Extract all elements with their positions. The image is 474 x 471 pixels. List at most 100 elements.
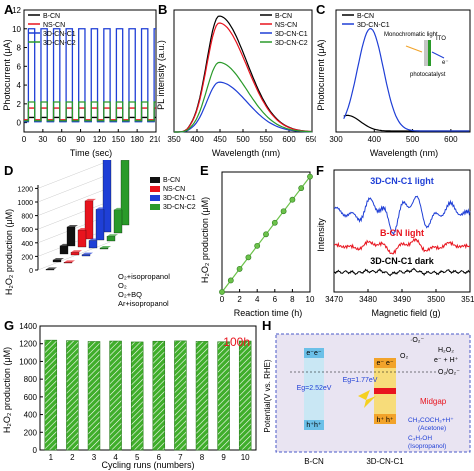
chart-c-inset-catalyst-label: photocatalyst xyxy=(410,72,446,78)
chart-a-xtick-label: 150 xyxy=(112,135,126,144)
chart-b-xtick-label: 600 xyxy=(282,135,296,144)
chart-d-bar-top xyxy=(107,234,118,237)
chart-b-xlabel: Wavelength (nm) xyxy=(212,148,280,158)
chart-g-category-label: 8 xyxy=(200,453,205,462)
c1-holes: h⁺ h⁺ xyxy=(376,417,393,424)
chart-d-gridline xyxy=(37,160,111,189)
chart-e-xtick-label: 0 xyxy=(220,295,225,304)
bcn-electrons: e⁻e⁻ xyxy=(306,350,321,357)
chart-d-bar xyxy=(113,209,123,234)
chart-g-category-label: 4 xyxy=(113,453,118,462)
chart-b-xtick-label: 550 xyxy=(259,135,273,144)
chart-g-ytick-label: 400 xyxy=(24,411,38,420)
chart-d: H₂O₂ production (μM) 0 200 400 600 800 1000 12… xyxy=(4,160,196,308)
chart-g-category-label: 1 xyxy=(49,453,54,462)
chart-b-xtick-label: 400 xyxy=(190,135,204,144)
chart-d-bar xyxy=(88,240,98,249)
chart-a-ylabel: Photocurrent (μA) xyxy=(2,39,12,110)
chart-d-gridline xyxy=(37,241,111,271)
chart-g-ytick-label: 800 xyxy=(24,375,38,384)
chart-d-ylabel: H₂O₂ production (μM) xyxy=(4,209,14,295)
chart-a-ytick-label: 10 xyxy=(12,25,21,34)
c1-midgap xyxy=(374,388,396,394)
chart-a-ytick-label: 8 xyxy=(17,44,22,53)
chart-f-ylabel: Intensity xyxy=(316,218,326,252)
chart-f-xlabel: Magnetic field (g) xyxy=(371,308,440,318)
chart-g-category-label: 2 xyxy=(70,453,75,462)
chart-g-xlabel: Cycling runs (numbers) xyxy=(101,460,194,470)
chart-d-ztick-label: 200 xyxy=(21,254,33,261)
c1-conduction-band xyxy=(374,358,396,368)
chart-c-series-line xyxy=(343,28,470,132)
h2o2-label: H₂O₂ xyxy=(438,347,454,354)
chart-e-point xyxy=(307,173,313,180)
chart-g-bar xyxy=(44,339,58,451)
chart-d-bar-top xyxy=(114,207,125,210)
chart-d-bar-top xyxy=(85,198,96,201)
chart-e-point xyxy=(236,266,243,272)
chart-a-xtick-label: 120 xyxy=(93,135,107,144)
chart-g-ytick-label: 600 xyxy=(24,393,38,402)
chart-b-legend-label: NS-CN xyxy=(275,22,297,29)
bcn-holes: h⁺h⁺ xyxy=(306,422,321,429)
chart-d-legend-label: B-CN xyxy=(163,177,180,184)
c1-valence-band xyxy=(374,414,396,424)
acetone-label: CH₃COCH₃+H⁺ xyxy=(408,417,454,424)
chart-d-bar-top xyxy=(60,243,71,246)
chart-c-inset-electron-label: e⁻ xyxy=(442,60,449,66)
chart-d-bar-top xyxy=(100,245,111,248)
chart-f-xtick-label: 3480 xyxy=(359,295,377,304)
x-label-c1: 3D-CN-C1 xyxy=(366,457,404,466)
chart-d-gridline xyxy=(37,200,111,230)
chart-d-legend-swatch xyxy=(150,195,160,201)
panel-label-g: G xyxy=(4,318,15,333)
chart-b-xtick-label: 650 xyxy=(305,135,316,144)
chart-f-series-line xyxy=(333,237,471,255)
bcn-conduction-band xyxy=(304,348,324,358)
chart-g-bar xyxy=(109,340,122,451)
chart-a-series-line xyxy=(24,101,156,122)
chart-b-legend-label: 3D-CN-C1 xyxy=(275,31,308,38)
chart-f-xtick-label: 3500 xyxy=(427,295,445,304)
chart-a-legend-label: 3D-CN-C2 xyxy=(43,40,76,47)
chart-f-xtick-label: 3510 xyxy=(461,295,474,304)
electron-proton-label: e⁻ + H⁺ xyxy=(434,357,459,364)
bcn-gap xyxy=(304,358,324,420)
chart-c-inset-ito-label: ITO xyxy=(436,36,446,42)
chart-d-ztick-label: 0 xyxy=(29,268,33,275)
chart-a-xtick-label: 0 xyxy=(22,135,27,144)
chart-d-legend-label: NS-CN xyxy=(163,186,185,193)
chart-f-series-label: 3D-CN-C1 light xyxy=(370,176,434,186)
chart-c-inset-electron-arrow xyxy=(431,51,445,59)
panel-label-f: F xyxy=(316,163,324,178)
chart-g-ytick-label: 1400 xyxy=(19,322,37,331)
chart-d-bar xyxy=(84,200,94,240)
chart-a-xlabel: Time (sec) xyxy=(70,148,112,158)
chart-c-legend-label: B-CN xyxy=(357,13,374,20)
chart-c-inset-light-ray xyxy=(405,45,423,53)
chart-d-legend-swatch xyxy=(150,204,160,210)
chart-b: PL intensity (a.u.) Wavelength (nm) 350 4… xyxy=(156,9,316,158)
superoxide-label: ·O₂⁻ xyxy=(410,337,424,344)
c1-band-gap: Eg=1.77eV xyxy=(343,377,378,384)
chart-b-legend-label: B-CN xyxy=(275,13,292,20)
chart-g-ytick-label: 200 xyxy=(24,428,38,437)
chart-e-xtick-label: 8 xyxy=(290,295,295,304)
chart-c-frame xyxy=(335,9,471,133)
chart-g-bar xyxy=(152,340,166,451)
chart-d-bar-top xyxy=(89,238,100,241)
chart-d-bar xyxy=(45,269,55,271)
chart-d-bar xyxy=(102,160,112,233)
chart-c-legend-label: 3D-CN-C1 xyxy=(357,22,390,29)
chart-c-xtick-label: 300 xyxy=(329,135,343,144)
chart-d-bar-top xyxy=(71,250,82,253)
chart-a-ytick-label: 12 xyxy=(12,6,21,15)
chart-c: Photocurrent (μA) Wavelength (nm) 300 400… xyxy=(316,9,471,158)
bcn-band-gap: Eg=2.52eV xyxy=(297,385,332,392)
chart-e-point xyxy=(219,289,225,295)
chart-d-bar xyxy=(95,209,105,241)
chart-c-xtick-label: 400 xyxy=(368,135,382,144)
chart-g-bar xyxy=(130,341,144,451)
chart-f: Intensity Magnetic field (g) 3470 3480 349… xyxy=(316,169,474,318)
chart-a-legend-label: B-CN xyxy=(43,13,60,20)
